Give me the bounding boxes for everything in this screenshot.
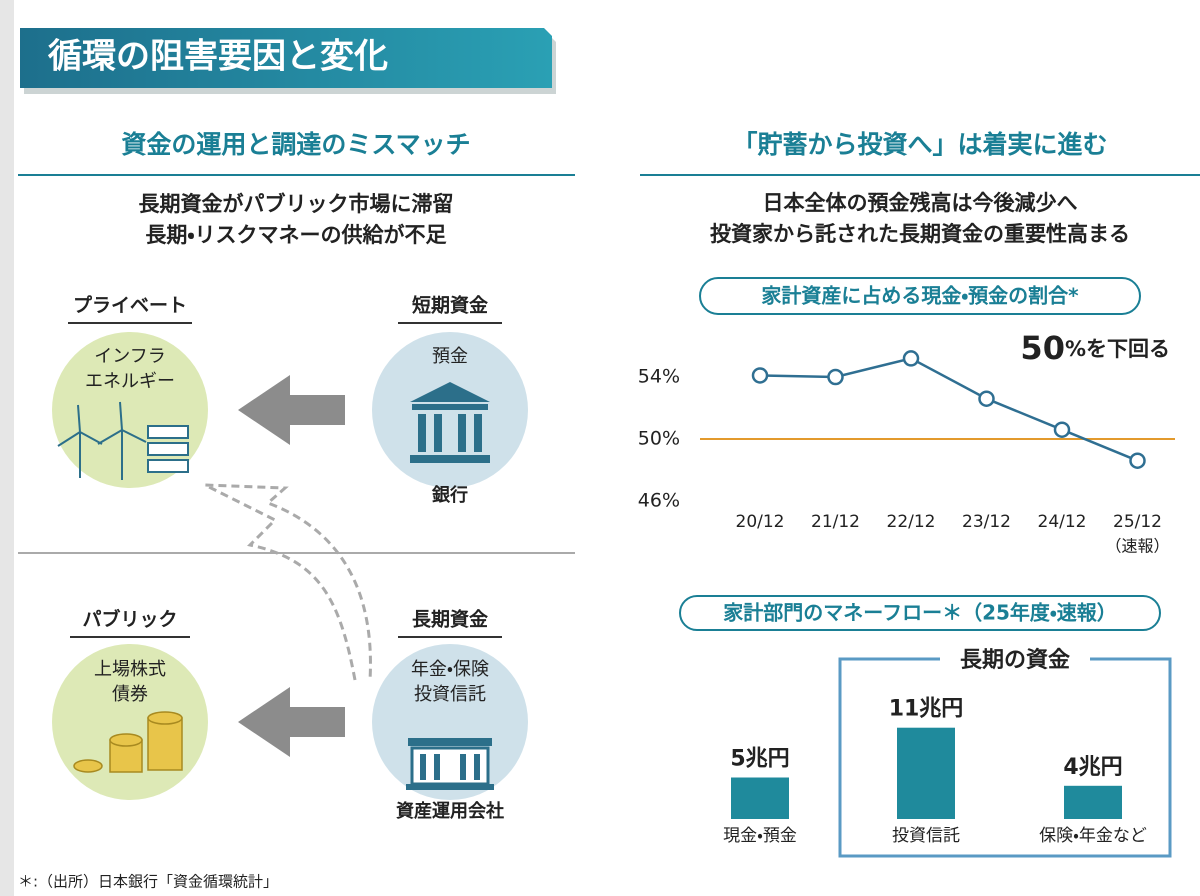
subtitle: 投資家から託された長期資金の重要性高まる (710, 222, 1130, 246)
node-label: 預金 (432, 346, 468, 367)
arrow (238, 687, 345, 757)
y-tick-label: 50% (638, 428, 680, 450)
page-title: 循環の阻害要因と変化 (47, 37, 388, 77)
icon-coins (73, 711, 183, 773)
node-label: 上場株式 (94, 659, 166, 680)
point (1053, 421, 1071, 438)
value-label: 4兆円 (1063, 755, 1122, 780)
annotation: 50%を下回る (1020, 329, 1170, 367)
x-tick-label: 21/12 (811, 512, 860, 532)
section-title: 「貯蓄から投資へ」は着実に進む (732, 130, 1107, 159)
x-tick-label: 24/12 (1038, 512, 1087, 532)
annotation-text: %を下回る (1065, 337, 1170, 361)
title-banner: 循環の阻害要因と変化 (20, 28, 556, 94)
footnote: ＊:（出所）日本銀行「資金循環統計」 (18, 873, 278, 891)
icon-wind (57, 401, 189, 480)
node-label: 債券 (112, 684, 148, 705)
point (902, 350, 920, 367)
group-label: 長期の資金 (960, 647, 1070, 673)
subtitle: 長期資金がパブリック市場に滞留 (139, 192, 454, 216)
point (827, 368, 844, 386)
bar (897, 727, 955, 819)
y-tick-label: 46% (638, 490, 680, 512)
bar (731, 777, 789, 819)
x-tick-label: 23/12 (962, 512, 1011, 532)
annotation-number: 50 (1020, 329, 1065, 367)
arrow (238, 375, 345, 445)
series-line (759, 357, 1138, 462)
group-label-bg (940, 646, 1090, 674)
node-heading: 長期資金 (412, 608, 488, 631)
x-tick-label: 現金・預金 (723, 826, 797, 846)
subtitle: 長期・リスクマネーの供給が不足 (145, 223, 446, 247)
point (751, 367, 769, 384)
icon-bank (410, 382, 490, 463)
diagram: プライベート 短期資金 パブリック 長期資金 インフラ エネルギー 預金 銀行 … (18, 294, 575, 822)
y-tick-label: 54% (638, 366, 680, 388)
chart-title: 家計資産に占める現金・預金の割合* (761, 284, 1079, 308)
node-caption: 資産運用会社 (396, 800, 504, 822)
x-tick-note: （速報） (1105, 537, 1169, 556)
node-label: 投資信託 (414, 684, 486, 705)
point (1129, 452, 1146, 469)
node-label: インフラ (94, 346, 165, 367)
x-tick-label: 22/12 (887, 512, 936, 532)
x-tick-label: 25/12 (1113, 512, 1162, 532)
chart-title-pill (679, 595, 1161, 631)
node-caption: 銀行 (431, 484, 468, 506)
value-label: 11兆円 (889, 697, 964, 722)
x-tick-label: 20/12 (736, 512, 785, 532)
node-heading: パブリック (82, 608, 177, 631)
chart-title-pill (699, 277, 1141, 315)
subtitle: 日本全体の預金残高は今後減少へ (763, 191, 1078, 215)
section-title: 資金の運用と調達のミスマッチ (121, 130, 470, 159)
dashed-arrow (204, 483, 372, 681)
node-heading: 短期資金 (412, 294, 488, 317)
side-strip (0, 0, 14, 896)
value-label: 5兆円 (730, 747, 789, 772)
bar (1064, 785, 1122, 819)
point (978, 390, 995, 407)
node-label: 年金・保険 (411, 659, 489, 680)
x-tick-label: 投資信託 (892, 826, 960, 846)
icon-building (406, 738, 494, 790)
node-heading: プライベート (73, 294, 187, 317)
chart-title: 家計部門のマネーフロー＊（25年度・速報） (723, 601, 1116, 625)
node-label: エネルギー (85, 371, 175, 392)
x-tick-label: 保険・年金など (1039, 826, 1147, 846)
